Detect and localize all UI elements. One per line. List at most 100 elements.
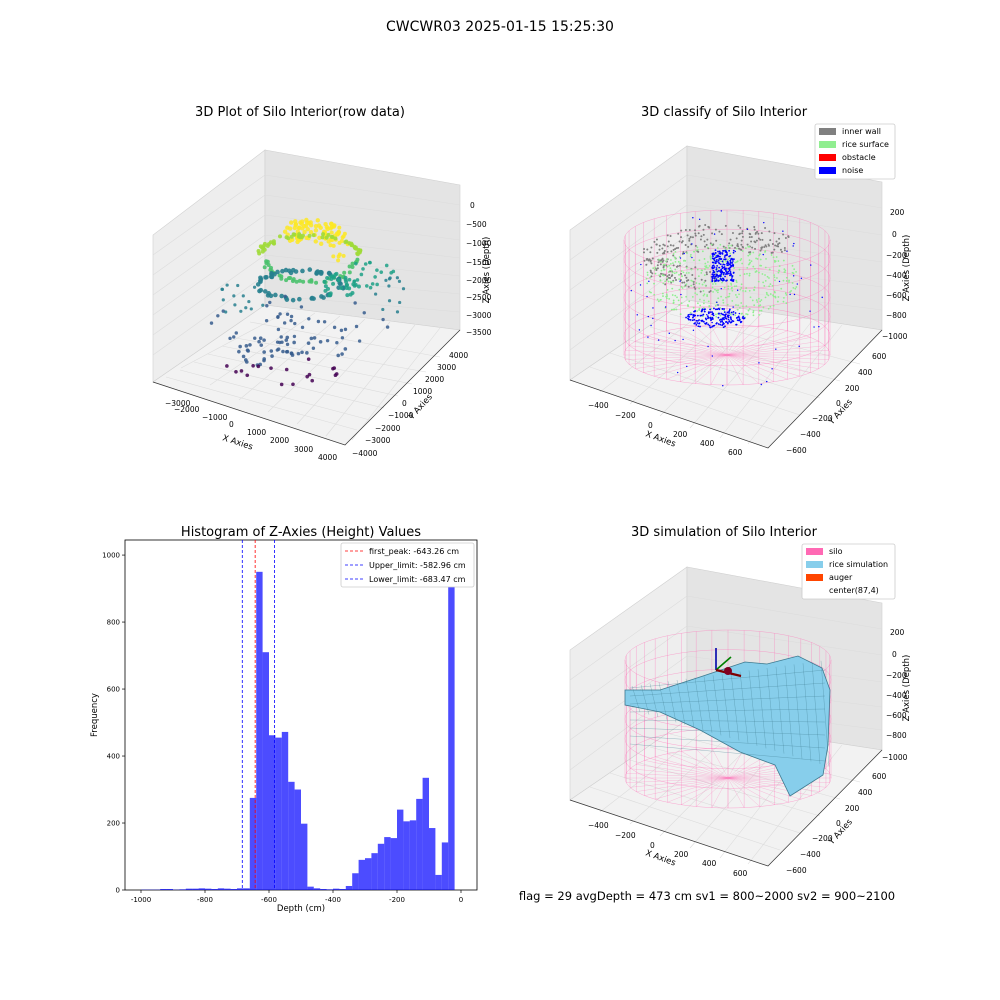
hist-bar (320, 888, 327, 890)
raw-point (318, 271, 324, 276)
noise-point (732, 272, 735, 274)
inner-wall-point (672, 244, 675, 247)
inner-wall-point (736, 244, 739, 247)
raw-point (292, 232, 297, 237)
rice-surface-point (698, 282, 701, 285)
raw-point (325, 276, 330, 281)
raw-point (334, 231, 339, 236)
inner-wall-point (679, 279, 682, 282)
inner-wall-point (675, 247, 678, 250)
panel-classify-3d: 3D classify of Silo Interior inner wall … (569, 105, 912, 457)
raw-point (263, 275, 268, 280)
hist-xtick-label: -800 (197, 896, 213, 904)
noise-point (713, 273, 716, 276)
hist-bar (243, 888, 250, 890)
raw-point (323, 221, 328, 227)
raw-point (276, 347, 281, 351)
raw-point (329, 230, 334, 235)
cylinder-spoke (654, 354, 728, 377)
rice-surface-point (685, 283, 688, 286)
raw-point (356, 284, 361, 289)
raw-point (337, 252, 342, 257)
noise-point (813, 326, 815, 328)
rice-surface-point (740, 258, 743, 260)
rice-surface-point (752, 311, 755, 314)
raw-point (239, 309, 243, 313)
noise-point (721, 313, 724, 316)
noise-point (712, 264, 715, 267)
raw-point (325, 226, 330, 232)
noise-point (721, 249, 724, 252)
rice-surface-point (648, 290, 651, 293)
legend-swatch-rice-surface (819, 141, 836, 148)
raw-point (279, 276, 284, 281)
raw-point (279, 293, 284, 299)
inner-wall-point (699, 290, 702, 293)
rice-surface-point (658, 258, 661, 261)
rice-surface-point (727, 244, 730, 247)
rice-surface-point (752, 310, 755, 312)
rice-surface-point (665, 293, 668, 296)
noise-point (731, 276, 733, 278)
legend-swatch-rice-simulation (806, 561, 823, 568)
classify-ztick: −400 (886, 271, 907, 280)
raw-point (279, 382, 284, 387)
inner-wall-point (751, 246, 754, 249)
rice-surface-point (774, 291, 776, 294)
noise-point (713, 307, 715, 310)
inner-wall-point (694, 234, 697, 237)
raw-point (326, 286, 331, 291)
rice-surface-point (680, 270, 683, 273)
hist-bar (249, 797, 257, 890)
noise-point (650, 324, 652, 327)
rice-surface-point (746, 313, 749, 316)
noise-point (680, 293, 682, 296)
rice-surface-point (714, 304, 717, 307)
raw-point (333, 236, 338, 241)
noise-point (690, 313, 693, 316)
raw-point (300, 233, 305, 238)
raw-point (344, 285, 349, 290)
inner-wall-point (643, 259, 646, 262)
noise-point (729, 264, 732, 266)
noise-point (716, 308, 719, 311)
raw-ztick: −3000 (466, 311, 492, 320)
noise-point (775, 348, 777, 350)
raw-ytick: 1000 (413, 387, 432, 396)
noise-point (630, 289, 632, 292)
raw-point (224, 310, 228, 314)
raw-point (252, 285, 257, 289)
noise-point (732, 260, 734, 262)
rice-surface-point (737, 304, 740, 307)
rice-surface-point (672, 308, 675, 311)
noise-point (724, 269, 727, 272)
raw-point (304, 217, 309, 223)
rice-surface-point (727, 285, 730, 288)
raw-point (318, 241, 324, 247)
noise-point (724, 249, 727, 252)
rice-surface-point (758, 309, 761, 312)
raw-point (362, 311, 366, 315)
raw-point (340, 336, 345, 340)
raw-point (272, 241, 277, 246)
rice-surface-point (772, 294, 774, 297)
inner-wall-point (691, 273, 694, 276)
noise-point (640, 263, 642, 266)
noise-point (724, 275, 726, 278)
noise-point (725, 317, 728, 320)
rice-surface-point (768, 277, 770, 279)
rice-surface-point (727, 287, 730, 290)
noise-point (729, 259, 732, 262)
hist-bar (294, 789, 301, 890)
noise-point (718, 262, 721, 265)
noise-point (696, 322, 699, 324)
noise-point (714, 308, 717, 311)
raw-point (300, 350, 304, 355)
noise-point (711, 277, 714, 280)
raw-point (331, 281, 336, 286)
rice-surface-point (747, 309, 750, 312)
rice-surface-point (661, 292, 664, 295)
rice-surface-point (735, 279, 738, 282)
cylinder-spoke (635, 354, 728, 369)
inner-wall-point (655, 238, 658, 241)
